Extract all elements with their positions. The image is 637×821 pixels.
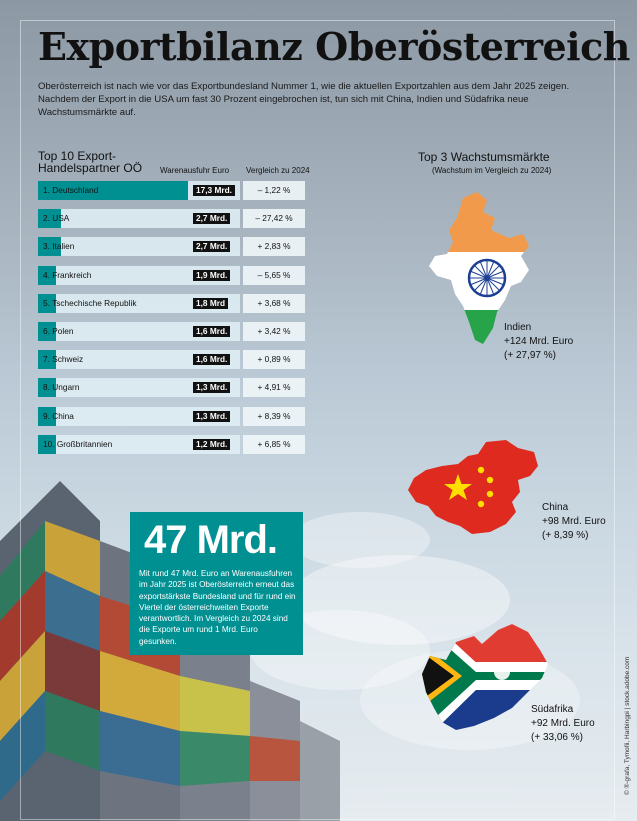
bar [38,350,56,370]
category-label: 5. Tschechische Republik [43,297,137,308]
growth-subtitle: (Wachstum im Vergleich zu 2024) [432,166,552,175]
table-row: 10. Großbritannien 1,2 Mrd. + 6,85 % [38,434,308,454]
value-label: 1,8 Mrd [193,297,229,309]
bar-track [38,378,240,398]
value-label: 2,7 Mrd. [193,241,231,253]
market-change: (+ 27,97 %) [504,350,556,361]
bar [38,265,56,285]
table-row: 4. Frankreich 1,9 Mrd. – 5,65 % [38,265,308,285]
table-row: 1. Deutschland 17,3 Mrd. – 1,22 % [38,181,308,200]
south-africa-flag-map [422,624,548,730]
table-row: 7. Schweiz 1,6 Mrd. + 0,89 % [38,350,308,370]
bar-track [38,209,240,229]
market-value: +124 Mrd. Euro [504,336,574,347]
category-label: 1. Deutschland [43,185,99,195]
category-label: 7. Schweiz [43,354,84,365]
market-china: China +98 Mrd. Euro (+ 8,39 %) [542,501,606,543]
category-label: 6. Polen [43,326,74,336]
bar [38,293,56,313]
growth-title: Top 3 Wachstumsmärkte [418,150,550,164]
india-flag-map [429,192,529,344]
change-label: + 8,39 % [243,406,305,426]
table-row: 9. China 1,3 Mrd. + 8,39 % [38,406,308,426]
change-label: + 3,42 % [243,322,305,341]
bar-track [38,322,240,341]
bar-track [38,406,240,426]
market-change: (+ 8,39 %) [542,530,589,541]
category-label: 8. Ungarn [43,382,80,393]
bar [38,378,56,398]
change-label: – 5,65 % [243,265,305,285]
category-label: 9. China [43,410,74,421]
table-row: 2. USA 2,7 Mrd. – 27,42 % [38,209,308,229]
bar [38,322,56,341]
value-label: 1,3 Mrd. [193,382,231,394]
value-column-header: Warenausfuhr Euro [160,166,230,175]
change-label: + 2,83 % [243,237,305,257]
change-label: – 27,42 % [243,209,305,229]
market-name: Indien [504,322,532,333]
table-row: 5. Tschechische Republik 1,8 Mrd + 3,68 % [38,293,308,313]
intro-text: Oberösterreich ist nach wie vor das Expo… [38,81,570,118]
page-title: Exportbilanz Oberösterreich [38,24,630,69]
market-name: China [542,502,569,513]
category-label: 10. Großbritannien [43,438,113,449]
value-label: 1,2 Mrd. [193,438,231,450]
market-value: +98 Mrd. Euro [542,516,606,527]
bar-track [38,293,240,313]
value-label: 2,7 Mrd. [193,213,231,225]
bar-track [38,265,240,285]
value-label: 1,6 Mrd. [193,354,231,366]
bar-track [38,237,240,257]
container-stack-illustration [0,481,340,821]
highlight-text: Mit rund 47 Mrd. Euro an Warenausfuhren … [139,569,296,646]
bar [38,209,62,229]
table-row: 6. Polen 1,6 Mrd. + 3,42 % [38,322,308,341]
market-value: +92 Mrd. Euro [531,718,595,729]
table-row: 3. Italien 2,7 Mrd. + 2,83 % [38,237,308,257]
market-south-africa: Südafrika +92 Mrd. Euro (+ 33,06 %) [531,703,595,745]
change-label: + 3,68 % [243,293,305,313]
category-label: 4. Frankreich [43,269,92,280]
china-flag-map [408,440,538,534]
value-label: 1,6 Mrd. [193,326,231,337]
change-label: + 4,91 % [243,378,305,398]
bar [38,434,56,454]
value-label: 17,3 Mrd. [193,185,235,196]
change-label: – 1,22 % [243,181,305,200]
bar [38,406,56,426]
bar-track [38,434,240,454]
change-label: + 0,89 % [243,350,305,370]
table-title: Top 10 Export-Handelspartner OÖ [38,149,143,175]
market-india: Indien +124 Mrd. Euro (+ 27,97 %) [504,321,573,363]
image-credit: © ®-grafa, Tymofii, Harbingpi | stock.ad… [624,656,631,795]
highlight-box: 47 Mrd. Mit rund 47 Mrd. Euro an Warenau… [130,512,303,655]
value-label: 1,9 Mrd. [193,269,231,281]
value-label: 1,3 Mrd. [193,410,231,422]
bar [38,237,62,257]
highlight-number: 47 Mrd. [144,518,278,562]
bar [38,181,188,200]
category-label: 2. USA [43,213,70,224]
market-name: Südafrika [531,704,574,715]
table-row: 8. Ungarn 1,3 Mrd. + 4,91 % [38,378,308,398]
change-label: + 6,85 % [243,434,305,454]
change-column-header: Vergleich zu 2024 [246,166,310,175]
category-label: 3. Italien [43,241,75,252]
market-change: (+ 33,06 %) [531,732,583,743]
bar-track [38,350,240,370]
